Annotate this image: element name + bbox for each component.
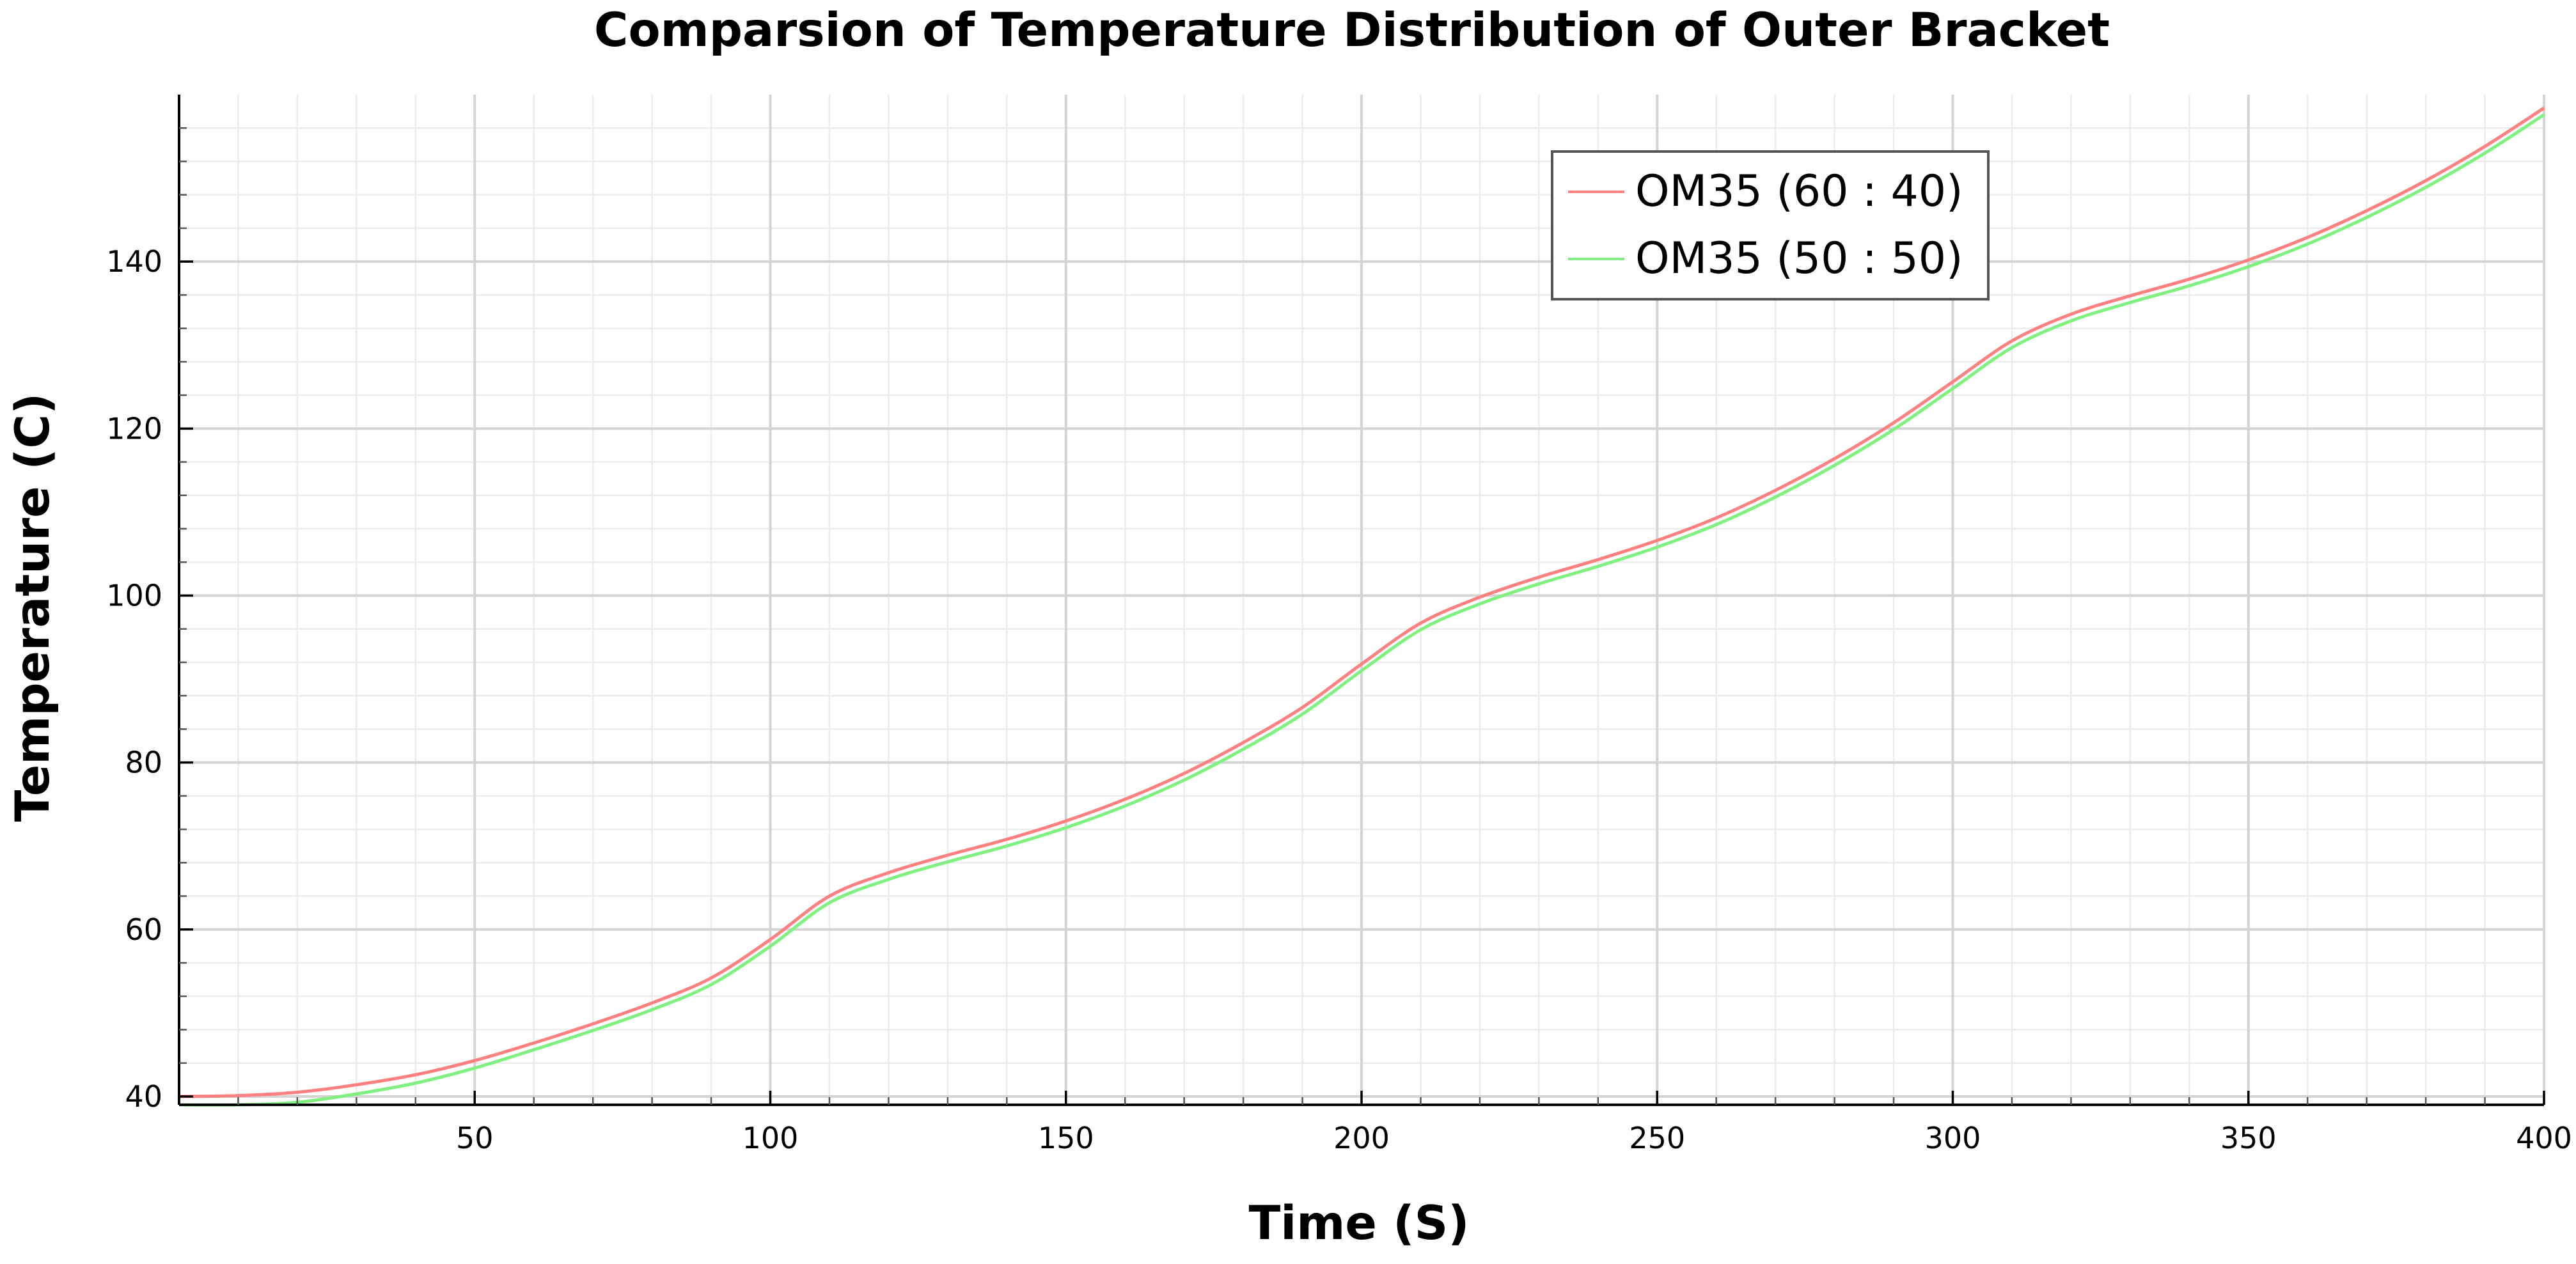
y-tick-label: 100 xyxy=(106,578,162,612)
y-tick-label: 60 xyxy=(125,912,162,947)
gridlines xyxy=(179,95,2545,1105)
x-tick-label: 350 xyxy=(2220,1121,2277,1155)
series-layer xyxy=(178,106,2545,1107)
y-tick-label: 80 xyxy=(125,745,162,780)
series-line-1 xyxy=(178,106,2545,1098)
legend-label-series-2: OM35 (50 : 50) xyxy=(1635,233,1963,284)
y-axis-title: Temperature (C) xyxy=(6,393,60,822)
x-tick-label: 50 xyxy=(456,1121,494,1155)
x-axis-ticks: 50 100 150 200 250 300 350 400 xyxy=(237,1091,2572,1155)
chart-title: Comparsion of Temperature Distribution o… xyxy=(594,3,2110,58)
x-tick-label: 200 xyxy=(1333,1121,1390,1155)
y-tick-label: 140 xyxy=(106,244,162,279)
x-tick-label: 300 xyxy=(1925,1121,1981,1155)
legend-box xyxy=(1551,150,1990,300)
x-tick-label: 250 xyxy=(1629,1121,1685,1155)
y-tick-label: 40 xyxy=(125,1079,162,1114)
legend-label-series-1: OM35 (60 : 40) xyxy=(1635,166,1963,217)
y-axis-ticks: 40 60 80 100 120 140 xyxy=(106,127,193,1114)
y-tick-label: 120 xyxy=(106,411,162,446)
x-tick-label: 400 xyxy=(2516,1121,2572,1155)
x-tick-label: 100 xyxy=(742,1121,799,1155)
series-line-2 xyxy=(178,113,2545,1107)
x-axis-title: Time (S) xyxy=(1248,1196,1469,1251)
x-tick-label: 150 xyxy=(1038,1121,1094,1155)
legend: OM35 (60 : 40) OM35 (50 : 50) xyxy=(1551,150,1990,300)
